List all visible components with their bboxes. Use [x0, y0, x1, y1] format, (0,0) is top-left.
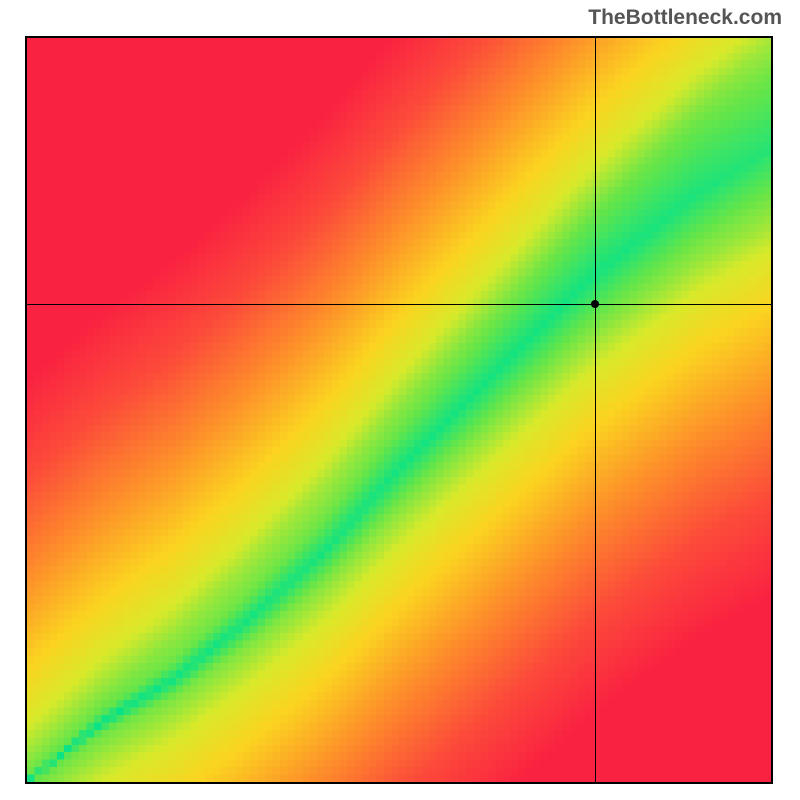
- crosshair-intersection-dot[interactable]: [591, 300, 599, 308]
- bottleneck-heatmap: [25, 36, 773, 784]
- crosshair-vertical-line: [595, 38, 596, 782]
- crosshair-horizontal-line: [27, 304, 771, 305]
- heatmap-canvas: [27, 38, 771, 782]
- watermark-text: TheBottleneck.com: [588, 6, 782, 30]
